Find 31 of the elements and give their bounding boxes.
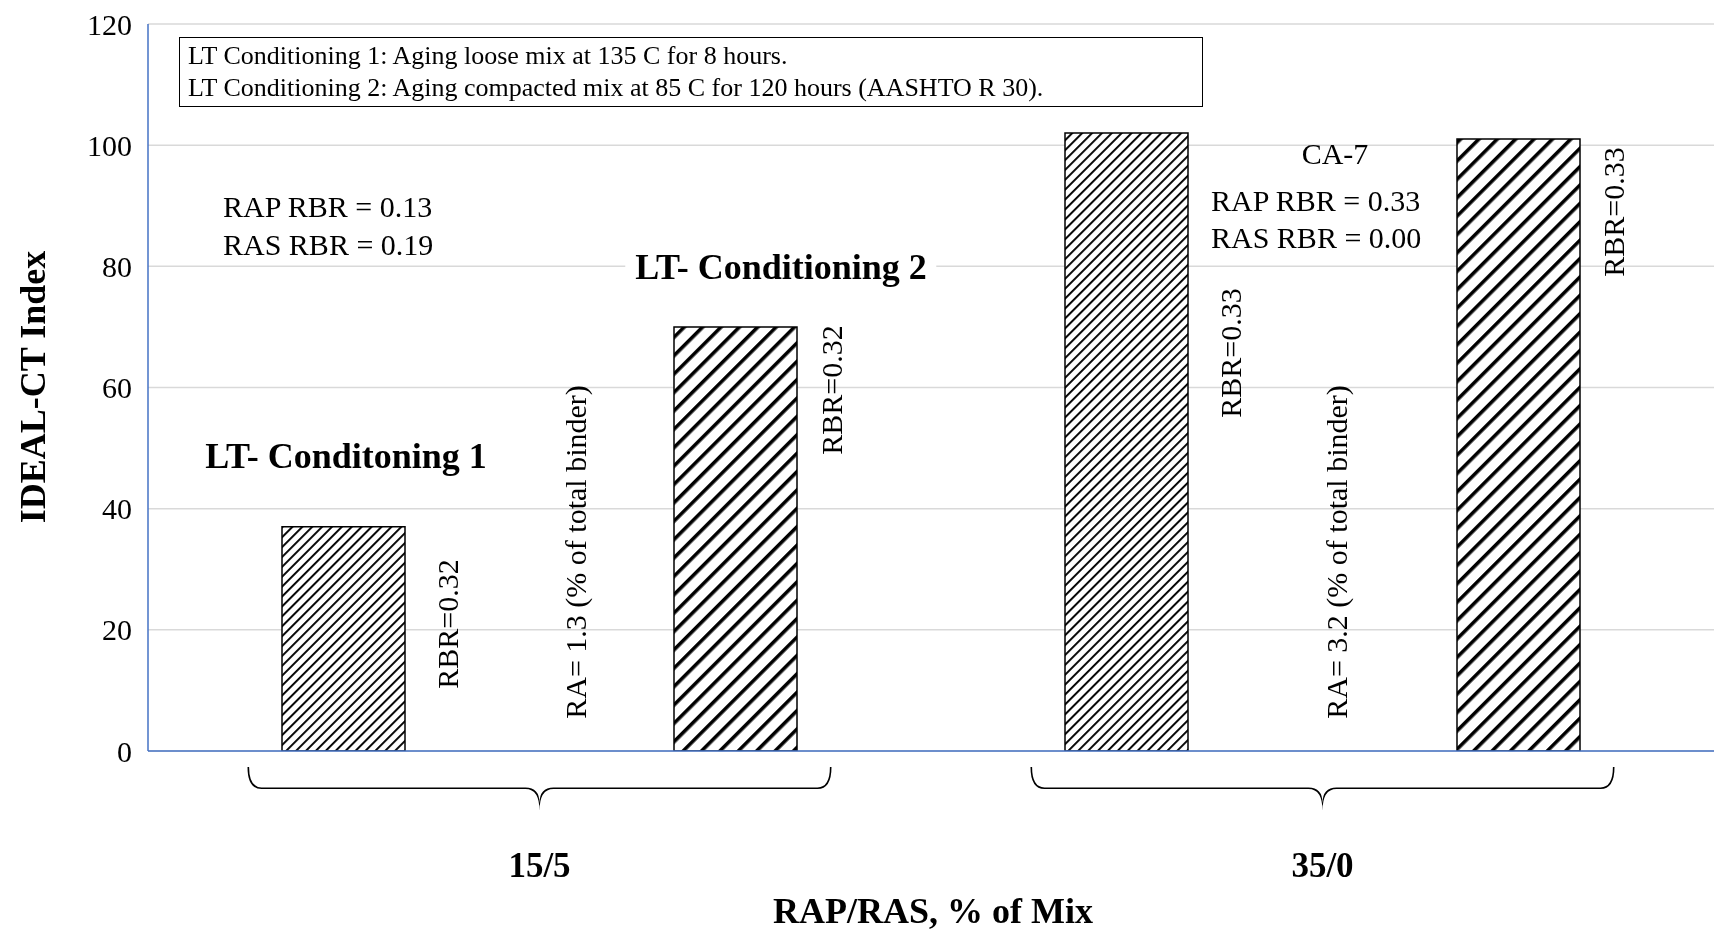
annotation: RA= 3.2 (% of total binder) <box>1320 385 1353 719</box>
annotation: RAS RBR = 0.19 <box>223 228 434 261</box>
annotation: RBR=0.32 <box>815 325 848 455</box>
annotation: RBR=0.33 <box>1597 147 1630 277</box>
x-tick-label: 15/5 <box>508 846 571 885</box>
annotation: CA-7 <box>1301 137 1369 170</box>
bar <box>1064 132 1189 751</box>
series-label: LT- Conditioning 2 <box>625 246 937 288</box>
y-axis-title: IDEAL-CT Index <box>12 250 54 524</box>
bar <box>673 326 798 751</box>
bar <box>281 526 406 751</box>
annotation: LT Conditioning 2: Aging compacted mix at 85 C for 120 hours (AASHTO R 30). <box>188 72 1045 104</box>
annotation: RAP RBR = 0.33 <box>1211 184 1421 217</box>
x-tick-label: 35/0 <box>1291 846 1354 885</box>
y-tick-label: 40 <box>102 492 132 526</box>
y-tick-label: 20 <box>102 613 132 647</box>
bar <box>1456 138 1581 751</box>
series-label: LT- Conditoning 1 <box>195 435 497 477</box>
y-tick-label: 100 <box>87 128 132 162</box>
annotation: RAP RBR = 0.13 <box>223 190 433 223</box>
annotation: RBR=0.33 <box>1214 288 1247 418</box>
note-box: LT Conditioning 1: Aging loose mix at 135 C for 8 hours. LT Conditioning 2: Aging compacted mix at 85 C for 120 hours (AASHTO R 30). <box>179 37 1203 107</box>
y-tick-label: 80 <box>102 249 132 283</box>
y-tick-label: 60 <box>102 371 132 405</box>
annotation: RAS RBR = 0.00 <box>1211 221 1422 254</box>
annotation: LT Conditioning 1: Aging loose mix at 135 C for 8 hours. <box>188 40 789 72</box>
annotation: RA= 1.3 (% of total binder) <box>559 385 592 719</box>
y-tick-label: 0 <box>117 734 132 768</box>
annotation: RBR=0.32 <box>431 559 464 689</box>
y-tick-label: 120 <box>87 7 132 41</box>
x-axis-title: RAP/RAS, % of Mix <box>773 890 1093 932</box>
